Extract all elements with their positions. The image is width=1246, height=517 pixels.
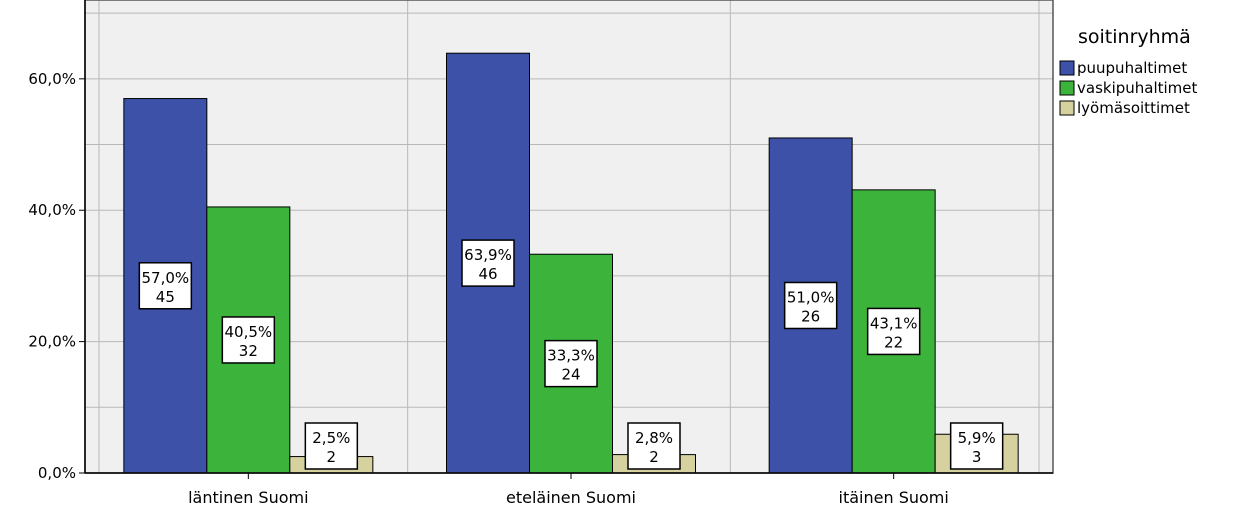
legend-swatch — [1059, 60, 1075, 76]
y-tick-label: 0,0% — [38, 464, 76, 482]
data-label-box — [627, 422, 681, 470]
data-label-percent: 33,3% — [547, 347, 595, 365]
data-label-percent: 63,9% — [464, 246, 512, 264]
data-label-count: 45 — [156, 288, 175, 306]
legend-swatch — [1059, 100, 1075, 116]
data-label-count: 26 — [801, 307, 820, 325]
legend-label: puupuhaltimet — [1077, 59, 1187, 77]
legend-swatch — [1059, 80, 1075, 96]
data-label-box — [461, 239, 515, 287]
x-tick-label: itäinen Suomi — [839, 488, 949, 507]
legend-title: soitinryhmä — [1078, 26, 1191, 48]
data-label-percent: 51,0% — [787, 288, 835, 306]
data-label-box — [304, 422, 359, 470]
data-label-count: 46 — [478, 265, 497, 283]
data-label-box — [544, 339, 598, 388]
data-label-box — [949, 422, 1004, 470]
x-tick-label: läntinen Suomi — [188, 488, 308, 507]
data-label-percent: 2,8% — [635, 429, 673, 447]
data-label-count: 3 — [972, 448, 982, 466]
data-label-box — [221, 316, 276, 364]
data-label-percent: 40,5% — [225, 323, 273, 341]
data-label-percent: 2,5% — [312, 429, 350, 447]
data-label-count: 32 — [239, 342, 258, 360]
y-tick-label: 40,0% — [28, 201, 76, 219]
data-label-count: 24 — [561, 366, 580, 384]
data-label-box — [783, 281, 838, 330]
data-label-box — [866, 307, 921, 356]
x-tick-label: eteläinen Suomi — [506, 488, 636, 507]
data-label-box — [138, 262, 193, 310]
y-tick-label: 60,0% — [28, 70, 76, 88]
data-label-count: 22 — [884, 333, 903, 351]
data-label-count: 2 — [649, 448, 659, 466]
data-label-percent: 5,9% — [958, 429, 996, 447]
data-label-percent: 43,1% — [870, 314, 918, 332]
data-label-percent: 57,0% — [142, 269, 190, 287]
data-label-count: 2 — [327, 448, 337, 466]
legend-label: vaskipuhaltimet — [1077, 79, 1198, 97]
legend-label: lyömäsoittimet — [1077, 99, 1190, 117]
y-tick-label: 20,0% — [28, 333, 76, 351]
